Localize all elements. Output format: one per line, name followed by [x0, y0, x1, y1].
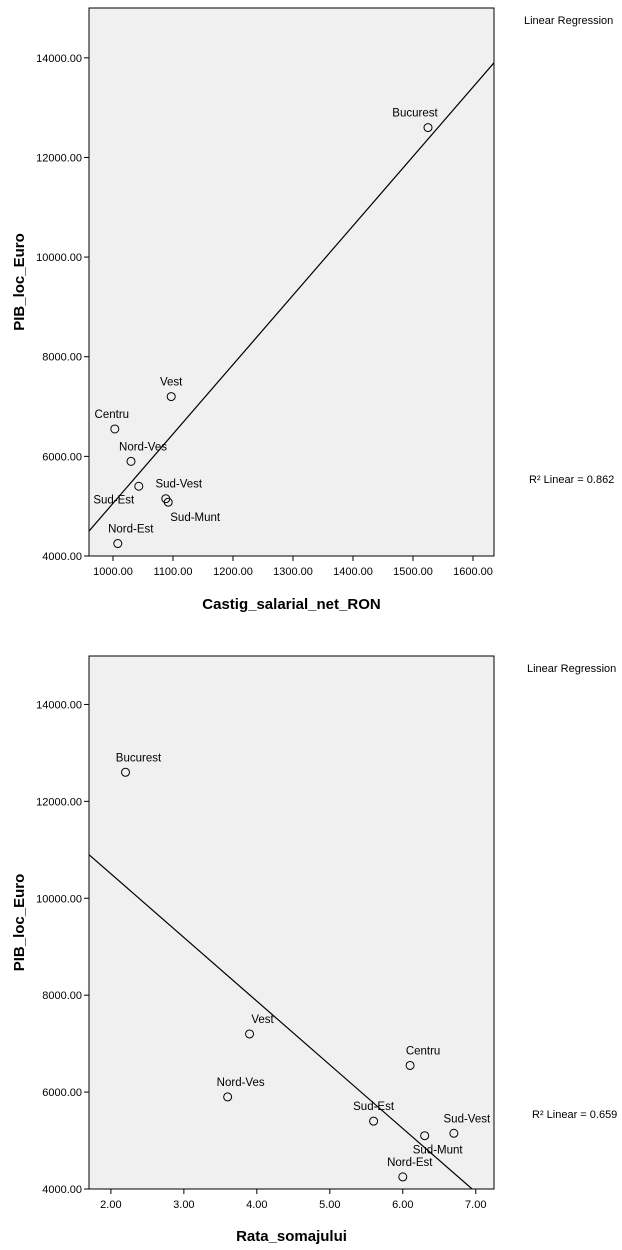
point-label: Vest [251, 1014, 274, 1026]
chart-1: 4000.00 6000.00 8000.00 10000.00 12000.00 140… [11, 7, 614, 613]
plot-area [88, 7, 495, 557]
x-tick-label: 4.00 [246, 1199, 267, 1211]
y-tick-label: 14000.00 [36, 699, 82, 711]
x-tick-label: 2.00 [100, 1199, 121, 1211]
data-point [126, 456, 136, 466]
y-tick-label: 6000.00 [42, 1087, 82, 1099]
x-tick-label: 1300.00 [273, 566, 313, 578]
x-tick-label: 7.00 [465, 1199, 486, 1211]
y-tick-label: 14000.00 [36, 53, 82, 65]
x-tick-label: 1200.00 [213, 566, 253, 578]
point-label: Nord-Est [387, 1157, 433, 1169]
legend-title: Linear Regression [524, 15, 613, 27]
chart-2: 4000.00 6000.00 8000.00 10000.00 12000.00 140… [11, 655, 617, 1245]
y-tick-label: 4000.00 [42, 551, 82, 563]
x-tick-label: 3.00 [173, 1199, 194, 1211]
data-point [120, 767, 130, 777]
point-label: Centru [406, 1045, 441, 1057]
data-point [163, 497, 173, 507]
y-tick-label: 8000.00 [42, 352, 82, 364]
y-tick-label: 10000.00 [36, 252, 82, 264]
r-squared-label: R² Linear = 0.659 [532, 1109, 617, 1121]
x-tick-label: 5.00 [319, 1199, 340, 1211]
regression-line [89, 62, 494, 532]
data-point [223, 1092, 233, 1102]
y-tick-label: 12000.00 [36, 796, 82, 808]
x-tick-label: 1600.00 [453, 566, 493, 578]
x-tick-label: 1000.00 [93, 566, 133, 578]
data-point [134, 481, 144, 491]
point-label: Bucurest [116, 752, 162, 764]
data-point [420, 1131, 430, 1141]
point-label: Vest [160, 377, 183, 389]
data-point [369, 1116, 379, 1126]
point-label: Sud-Munt [170, 512, 221, 524]
x-tick-label: 1400.00 [333, 566, 373, 578]
data-point [423, 123, 433, 133]
regression-line [89, 854, 473, 1189]
point-label: Sud-Est [93, 494, 135, 506]
point-label: Nord-Ves [217, 1077, 265, 1089]
point-label: Centru [95, 409, 130, 421]
data-point [245, 1029, 255, 1039]
y-axis-label: PIB_loc_Euro [11, 874, 28, 972]
x-tick-label: 6.00 [392, 1199, 413, 1211]
x-tick-label: 1100.00 [154, 566, 193, 578]
y-tick-label: 4000.00 [42, 1184, 82, 1196]
point-label: Sud-Vest [444, 1113, 491, 1125]
data-point [113, 539, 123, 549]
r-squared-label: R² Linear = 0.862 [529, 474, 614, 486]
data-point [166, 392, 176, 402]
point-label: Nord-Est [108, 524, 154, 536]
legend-title: Linear Regression [527, 663, 616, 675]
data-point [398, 1172, 408, 1182]
point-label: Bucurest [392, 108, 438, 120]
point-label: Sud-Vest [155, 479, 202, 491]
y-tick-label: 6000.00 [42, 451, 82, 463]
y-tick-label: 10000.00 [36, 893, 82, 905]
data-point [110, 424, 120, 434]
data-point [449, 1128, 459, 1138]
y-axis-label: PIB_loc_Euro [11, 233, 28, 331]
x-axis-label: Castig_salarial_net_RON [202, 596, 380, 613]
x-axis-label: Rata_somajului [236, 1228, 347, 1245]
point-label: Nord-Ves [119, 441, 167, 453]
point-label: Sud-Est [353, 1101, 395, 1113]
plot-area [88, 655, 495, 1190]
point-label: Sud-Munt [413, 1145, 464, 1157]
y-tick-label: 8000.00 [42, 990, 82, 1002]
x-tick-label: 1500.00 [393, 566, 433, 578]
y-tick-label: 12000.00 [36, 152, 82, 164]
data-point [405, 1060, 415, 1070]
